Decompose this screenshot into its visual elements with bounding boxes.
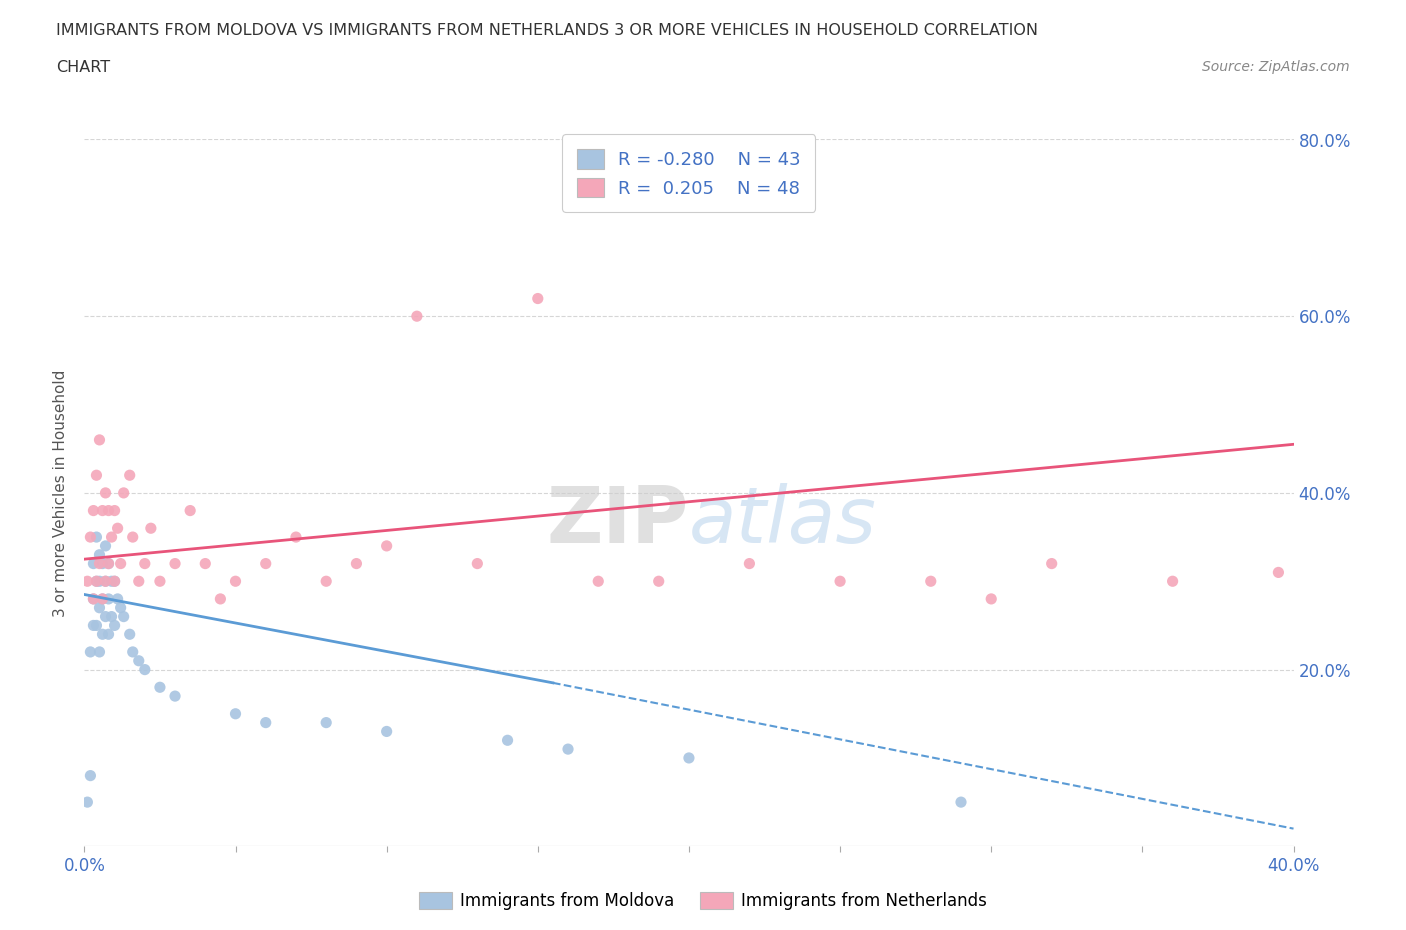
Point — [86, 530, 108, 545]
Point — [97, 591, 120, 606]
Point — [86, 618, 108, 633]
Point — [134, 662, 156, 677]
Point — [209, 591, 232, 606]
Point — [1040, 556, 1063, 571]
Point — [225, 707, 247, 722]
Point — [89, 547, 111, 562]
Point — [86, 574, 108, 589]
Point — [194, 556, 217, 571]
Point — [107, 591, 129, 606]
Point — [104, 574, 127, 589]
Point — [128, 574, 150, 589]
Point — [89, 432, 111, 447]
Point — [225, 574, 247, 589]
Point — [165, 556, 187, 571]
Point — [104, 618, 127, 633]
Text: Source: ZipAtlas.com: Source: ZipAtlas.com — [1202, 60, 1350, 74]
Point — [89, 601, 111, 616]
Point — [82, 618, 104, 633]
Point — [100, 609, 122, 624]
Point — [1161, 574, 1184, 589]
Point — [121, 644, 143, 659]
Point — [112, 609, 135, 624]
Point — [97, 556, 120, 571]
Point — [104, 503, 127, 518]
Point — [134, 556, 156, 571]
Text: IMMIGRANTS FROM MOLDOVA VS IMMIGRANTS FROM NETHERLANDS 3 OR MORE VEHICLES IN HOU: IMMIGRANTS FROM MOLDOVA VS IMMIGRANTS FR… — [56, 23, 1038, 38]
Point — [100, 574, 122, 589]
Point — [94, 574, 117, 589]
Point — [254, 715, 277, 730]
Point — [118, 468, 141, 483]
Point — [91, 591, 114, 606]
Point — [91, 556, 114, 571]
Point — [128, 653, 150, 668]
Point — [76, 574, 98, 589]
Point — [82, 556, 104, 571]
Point — [112, 485, 135, 500]
Point — [97, 627, 120, 642]
Point — [94, 574, 117, 589]
Text: CHART: CHART — [56, 60, 110, 75]
Point — [91, 591, 114, 606]
Point — [346, 556, 368, 571]
Legend: R = -0.280    N = 43, R =  0.205    N = 48: R = -0.280 N = 43, R = 0.205 N = 48 — [562, 135, 815, 212]
Point — [830, 574, 852, 589]
Point — [557, 742, 579, 757]
Point — [920, 574, 942, 589]
Point — [76, 794, 98, 809]
Point — [375, 538, 398, 553]
Point — [89, 644, 111, 659]
Point — [254, 556, 277, 571]
Point — [89, 556, 111, 571]
Point — [100, 530, 122, 545]
Point — [110, 556, 132, 571]
Point — [91, 503, 114, 518]
Point — [467, 556, 489, 571]
Point — [82, 591, 104, 606]
Point — [179, 503, 201, 518]
Point — [97, 556, 120, 571]
Point — [97, 503, 120, 518]
Point — [375, 724, 398, 738]
Point — [149, 680, 172, 695]
Text: atlas: atlas — [689, 484, 877, 559]
Y-axis label: 3 or more Vehicles in Household: 3 or more Vehicles in Household — [53, 369, 69, 617]
Point — [94, 485, 117, 500]
Point — [648, 574, 671, 589]
Point — [285, 530, 308, 545]
Text: ZIP: ZIP — [547, 484, 689, 559]
Point — [79, 530, 101, 545]
Point — [1267, 565, 1289, 580]
Point — [165, 688, 187, 704]
Point — [79, 768, 101, 783]
Point — [118, 627, 141, 642]
Point — [406, 309, 429, 324]
Point — [588, 574, 610, 589]
Point — [79, 644, 101, 659]
Point — [94, 538, 117, 553]
Point — [121, 530, 143, 545]
Point — [86, 574, 108, 589]
Point — [104, 574, 127, 589]
Point — [91, 627, 114, 642]
Point — [107, 521, 129, 536]
Point — [82, 591, 104, 606]
Point — [149, 574, 172, 589]
Point — [82, 503, 104, 518]
Point — [738, 556, 761, 571]
Point — [89, 574, 111, 589]
Point — [94, 609, 117, 624]
Point — [139, 521, 162, 536]
Point — [678, 751, 700, 765]
Point — [980, 591, 1002, 606]
Point — [315, 574, 337, 589]
Point — [110, 601, 132, 616]
Point — [527, 291, 550, 306]
Legend: Immigrants from Moldova, Immigrants from Netherlands: Immigrants from Moldova, Immigrants from… — [412, 885, 994, 917]
Point — [496, 733, 519, 748]
Point — [315, 715, 337, 730]
Point — [86, 468, 108, 483]
Point — [950, 794, 973, 809]
